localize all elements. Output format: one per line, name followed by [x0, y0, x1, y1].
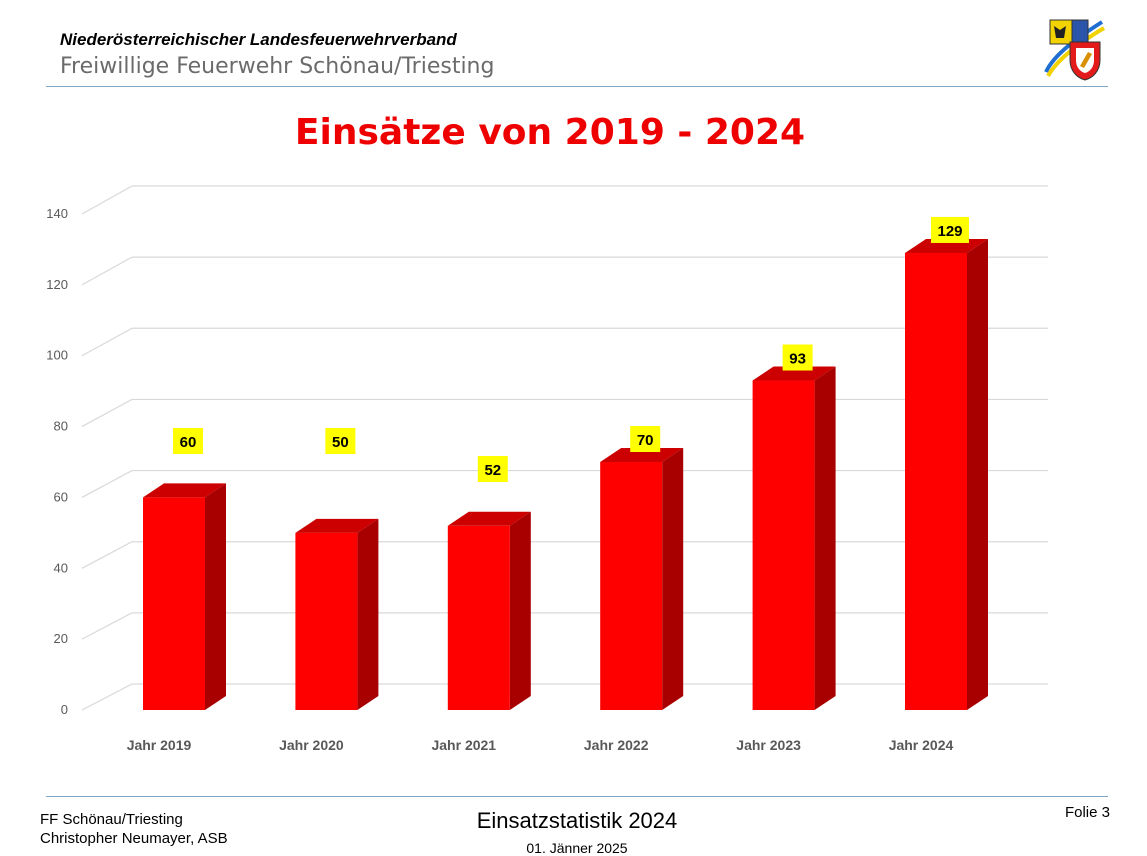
x-category-label: Jahr 2019	[127, 737, 192, 753]
y-tick-label: 100	[46, 348, 68, 363]
gridline-diagonal	[81, 256, 133, 286]
data-label-bg	[173, 428, 203, 454]
gridline-diagonal	[81, 327, 133, 357]
x-category-label: Jahr 2024	[889, 737, 954, 753]
bar-top	[447, 511, 531, 526]
x-category-label: Jahr 2020	[279, 737, 344, 753]
y-tick-label: 40	[54, 560, 68, 575]
bar-side	[205, 483, 226, 710]
y-tick-label: 80	[54, 419, 68, 434]
rule-footer	[46, 796, 1108, 797]
data-label-bg	[477, 456, 508, 482]
bar-side	[662, 448, 684, 710]
footer-org-line: FF Schönau/Triesting	[40, 811, 183, 828]
bar	[295, 532, 358, 710]
bar-side	[357, 518, 379, 710]
bar-chart: 0 20 40 60 80 100 120 140 60 Jahr 2019 50 Jahr 2020…	[46, 185, 1048, 753]
bar	[143, 497, 205, 710]
data-label: 50	[332, 434, 349, 451]
y-tick-label: 0	[61, 702, 68, 717]
gridline-diagonal	[81, 185, 133, 215]
bar-side	[509, 511, 531, 710]
bar-top	[295, 518, 379, 533]
y-tick-label: 60	[54, 489, 68, 504]
data-label: 52	[484, 462, 501, 479]
organization-name: Niederösterreichischer Landesfeuerwehrve…	[60, 30, 457, 49]
slide-title: Einsätze von 2019 - 2024	[294, 112, 806, 153]
y-tick-label: 140	[46, 206, 68, 221]
gridline-diagonal	[81, 683, 133, 711]
presentation-title: Einsatzstatistik 2024	[476, 808, 678, 833]
data-label-bg	[782, 344, 813, 371]
slide-number: Folie 3	[1064, 804, 1110, 821]
x-category-label: Jahr 2023	[736, 737, 801, 753]
bar-side	[967, 238, 988, 710]
data-label-bg	[931, 216, 969, 243]
bar	[447, 525, 510, 710]
gridline-diagonal	[81, 398, 133, 428]
gridline-diagonal	[81, 541, 133, 569]
gridline-diagonal	[81, 612, 133, 640]
bar-top	[143, 483, 226, 498]
data-label: 93	[789, 351, 806, 368]
bar	[752, 380, 815, 710]
y-tick-label: 20	[54, 631, 68, 646]
bar-top	[600, 448, 684, 462]
data-label: 129	[937, 223, 962, 240]
data-label: 70	[637, 432, 654, 449]
y-tick-label: 120	[46, 277, 68, 292]
data-label: 60	[180, 434, 197, 451]
department-name: Freiwillige Feuerwehr Schönau/Triesting	[60, 54, 495, 79]
bar-side	[814, 366, 836, 710]
data-label-bg	[325, 428, 356, 454]
bar	[600, 462, 663, 710]
bar-top	[752, 366, 836, 381]
x-category-label: Jahr 2021	[431, 737, 496, 753]
footer-author-line: Christopher Neumayer, ASB	[40, 830, 228, 847]
presentation-date: 01. Jänner 2025	[526, 840, 628, 856]
footer-presentation: Einsatzstatistik 2024 01. Jänner 2025	[400, 808, 754, 856]
data-label-bg	[630, 426, 661, 452]
footer-credits: FF Schönau/Triesting Christopher Neumaye…	[40, 810, 228, 848]
header-rule	[46, 86, 1108, 87]
gridline-diagonal	[81, 470, 133, 498]
x-category-label: Jahr 2022	[584, 737, 649, 753]
fire-brigade-logo	[1044, 19, 1106, 81]
bar	[905, 252, 967, 710]
